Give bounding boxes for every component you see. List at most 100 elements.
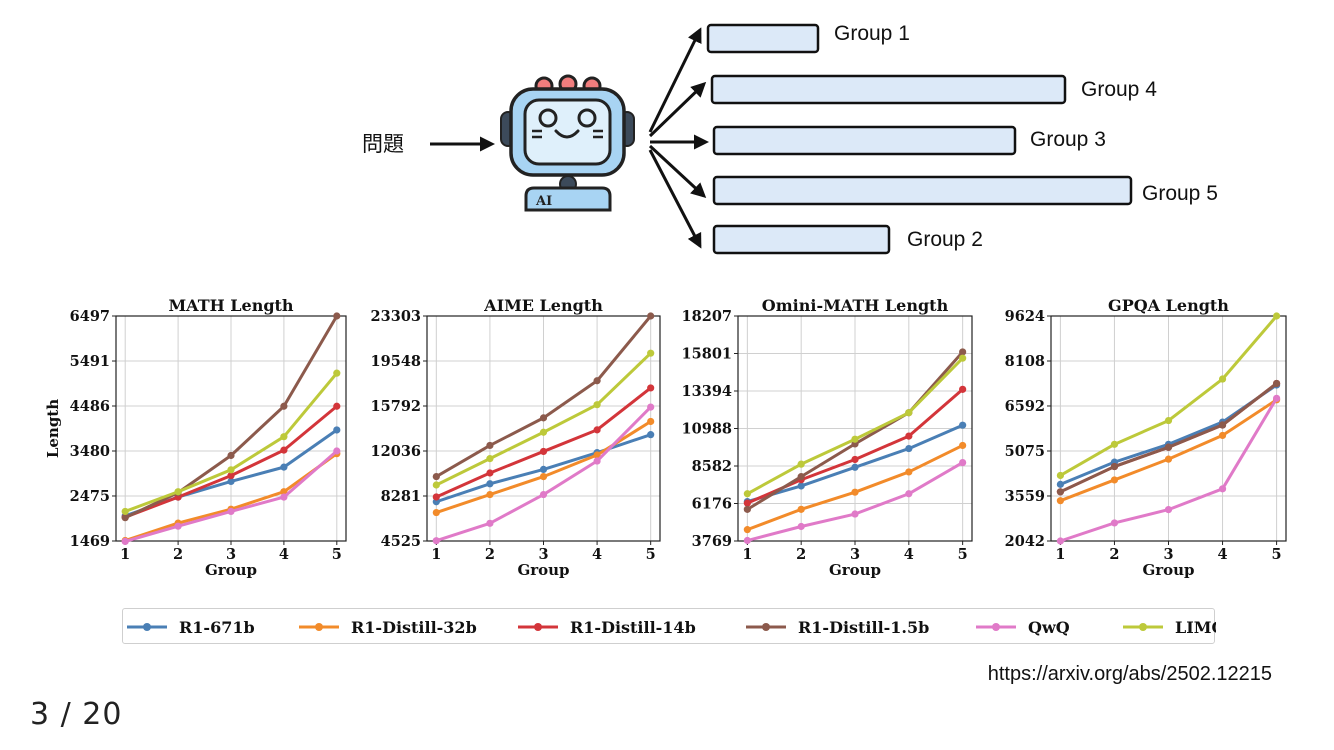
data-point bbox=[280, 463, 288, 471]
group-label-1: Group 1 bbox=[834, 22, 910, 45]
legend-item-r1-671b: R1-671b bbox=[127, 618, 255, 637]
chart-panel-3: 3769 6176 8582 10988 13394 15801 18207 1 2 3 4 5 Omi… bbox=[682, 296, 973, 579]
legend-marker bbox=[315, 623, 323, 631]
data-point bbox=[280, 446, 288, 454]
x-tick-label: 3 bbox=[538, 546, 548, 563]
data-point bbox=[1056, 480, 1064, 488]
data-point bbox=[851, 510, 859, 518]
x-tick-label: 2 bbox=[485, 546, 495, 563]
data-point bbox=[1056, 537, 1064, 545]
y-tick-label: 9624 bbox=[1005, 308, 1045, 325]
data-point bbox=[959, 421, 967, 429]
chart-legend: R1-671b R1-Distill-32b R1-Distill-14b R1-Di… bbox=[122, 608, 1225, 644]
data-point bbox=[227, 477, 235, 486]
y-tick-label: 15792 bbox=[371, 398, 421, 415]
y-tick-label: 3769 bbox=[692, 533, 732, 550]
data-point bbox=[647, 403, 655, 411]
group-label-4: Group 4 bbox=[1081, 78, 1157, 101]
data-point bbox=[959, 385, 967, 393]
x-tick-label: 4 bbox=[592, 546, 602, 563]
y-axis-label: Length bbox=[44, 399, 62, 458]
data-point bbox=[333, 426, 341, 434]
data-point bbox=[539, 414, 548, 422]
charts-panel: 1469 2475 3480 4486 5491 6497 1 2 3 4 5 MATH Length… bbox=[44, 296, 1287, 579]
legend-label: LIMO bbox=[1175, 618, 1216, 637]
data-point bbox=[432, 537, 440, 545]
x-axis-label: Group bbox=[205, 561, 257, 579]
legend-item-qwq: QwQ bbox=[976, 618, 1070, 637]
data-point bbox=[539, 490, 548, 499]
series-r1-distill-1-5b bbox=[432, 312, 655, 481]
x-axis-label: Group bbox=[1142, 561, 1194, 579]
data-point bbox=[174, 522, 182, 530]
x-tick-label: 5 bbox=[1272, 546, 1282, 563]
legend-graphic: R1-671b R1-Distill-32b R1-Distill-14b R1-Di… bbox=[127, 618, 1225, 637]
data-point bbox=[1218, 431, 1227, 440]
chart-panel-4: 2042 3559 5075 6592 8108 9624 1 2 3 4 5 GPQA Length… bbox=[1005, 296, 1287, 579]
data-point bbox=[539, 428, 548, 436]
x-tick-label: 3 bbox=[1163, 546, 1173, 563]
series-limo bbox=[432, 349, 655, 489]
data-point bbox=[227, 507, 235, 516]
group-bar-2 bbox=[712, 224, 891, 255]
series-r1-distill-1-5b bbox=[121, 312, 341, 522]
robot-icon: AI bbox=[500, 74, 635, 212]
data-point bbox=[797, 482, 805, 490]
data-point bbox=[486, 455, 494, 463]
data-point bbox=[432, 481, 440, 489]
data-point bbox=[647, 312, 655, 320]
data-point bbox=[1110, 462, 1119, 471]
data-point bbox=[1110, 476, 1119, 484]
legend-marker bbox=[992, 623, 1000, 631]
data-point bbox=[743, 526, 751, 534]
data-point bbox=[280, 402, 288, 410]
data-point bbox=[174, 488, 182, 496]
x-axis-label: Group bbox=[829, 561, 881, 579]
data-point bbox=[1273, 312, 1281, 320]
series-r1-distill-1-5b bbox=[1056, 379, 1281, 496]
data-point bbox=[959, 441, 967, 450]
series-limo bbox=[1056, 312, 1281, 480]
data-point bbox=[121, 514, 129, 522]
source-url[interactable]: https://arxiv.org/abs/2502.12215 bbox=[987, 663, 1272, 685]
chart-panel-1: 1469 2475 3480 4486 5491 6497 1 2 3 4 5 MATH Length… bbox=[44, 296, 347, 579]
data-point bbox=[1164, 506, 1173, 514]
y-tick-label: 4486 bbox=[70, 398, 110, 415]
diagram-graphic: AI bbox=[430, 23, 1133, 255]
data-point bbox=[227, 472, 235, 480]
y-tick-label: 8281 bbox=[381, 488, 421, 505]
data-point bbox=[280, 433, 288, 441]
data-point bbox=[851, 455, 859, 464]
data-point bbox=[1273, 379, 1281, 388]
data-point bbox=[539, 465, 548, 474]
group-label-3: Group 3 bbox=[1030, 128, 1106, 151]
data-point bbox=[1110, 440, 1119, 448]
data-point bbox=[593, 457, 601, 465]
data-point bbox=[743, 499, 751, 507]
series-qwq bbox=[743, 458, 967, 545]
y-tick-label: 5075 bbox=[1005, 443, 1045, 460]
data-point bbox=[121, 537, 129, 546]
legend-marker bbox=[143, 623, 151, 631]
chart-title: AIME Length bbox=[483, 296, 603, 315]
group-bar-5 bbox=[712, 175, 1133, 206]
y-tick-label: 4525 bbox=[381, 533, 421, 550]
data-point bbox=[1056, 497, 1064, 505]
series-r1-distill-32b bbox=[743, 441, 967, 534]
legend-item-limo: LIMO bbox=[1123, 618, 1225, 637]
data-point bbox=[959, 458, 967, 467]
legend-label: R1-Distill-14b bbox=[570, 618, 696, 637]
legend-label: R1-Distill-1.5b bbox=[798, 618, 929, 637]
data-point bbox=[905, 409, 913, 417]
data-point bbox=[593, 401, 601, 409]
y-tick-label: 23303 bbox=[371, 308, 421, 325]
data-point bbox=[647, 384, 655, 392]
data-point bbox=[1110, 519, 1119, 527]
x-tick-label: 1 bbox=[431, 546, 441, 563]
group-bar-4 bbox=[710, 74, 1067, 105]
data-point bbox=[333, 447, 341, 455]
data-point bbox=[1273, 394, 1281, 402]
y-tick-label: 10988 bbox=[682, 421, 732, 438]
y-tick-label: 13394 bbox=[682, 383, 732, 400]
legend-item-r1-distill-32b: R1-Distill-32b bbox=[299, 618, 477, 637]
